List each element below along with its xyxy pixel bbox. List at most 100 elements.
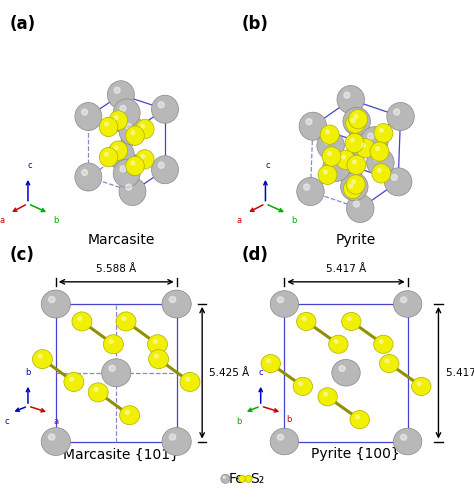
Circle shape <box>322 147 341 166</box>
Circle shape <box>336 150 355 169</box>
Circle shape <box>297 312 316 331</box>
Circle shape <box>120 166 126 172</box>
Circle shape <box>186 377 190 381</box>
Circle shape <box>348 109 368 129</box>
Circle shape <box>411 377 431 396</box>
Circle shape <box>70 377 73 381</box>
Circle shape <box>352 179 356 183</box>
Circle shape <box>345 134 364 153</box>
Circle shape <box>148 350 169 368</box>
Circle shape <box>169 296 176 302</box>
Circle shape <box>337 86 365 113</box>
Circle shape <box>368 133 374 139</box>
Circle shape <box>347 317 351 321</box>
Circle shape <box>341 157 347 163</box>
Circle shape <box>344 92 350 98</box>
Circle shape <box>329 160 336 166</box>
Circle shape <box>351 138 355 142</box>
Circle shape <box>126 123 132 130</box>
Circle shape <box>372 164 391 183</box>
Circle shape <box>387 102 414 131</box>
Circle shape <box>328 152 331 155</box>
Circle shape <box>393 291 422 318</box>
Circle shape <box>401 434 407 440</box>
Circle shape <box>261 354 281 372</box>
Text: c: c <box>258 368 263 377</box>
Circle shape <box>221 474 230 483</box>
Circle shape <box>346 114 365 133</box>
Circle shape <box>347 179 354 185</box>
Text: (d): (d) <box>242 246 269 265</box>
Circle shape <box>393 428 422 455</box>
Circle shape <box>367 149 394 176</box>
Circle shape <box>277 434 283 440</box>
Circle shape <box>362 143 365 147</box>
Text: (b): (b) <box>242 15 269 33</box>
Circle shape <box>342 155 346 159</box>
Circle shape <box>158 162 164 168</box>
Circle shape <box>116 312 136 331</box>
Circle shape <box>162 427 191 456</box>
Text: b: b <box>291 216 297 225</box>
Circle shape <box>361 127 388 155</box>
Circle shape <box>393 109 400 115</box>
Circle shape <box>324 392 328 396</box>
Circle shape <box>114 87 120 93</box>
Text: a: a <box>237 216 242 225</box>
Circle shape <box>109 365 115 371</box>
Text: a: a <box>53 417 58 426</box>
Circle shape <box>114 148 120 154</box>
Circle shape <box>119 406 140 425</box>
Circle shape <box>180 372 200 392</box>
Text: 5.417 Å: 5.417 Å <box>326 264 366 274</box>
Text: c: c <box>265 161 270 170</box>
Circle shape <box>105 122 109 126</box>
Circle shape <box>126 126 144 145</box>
Circle shape <box>223 476 225 478</box>
Circle shape <box>158 102 164 108</box>
Circle shape <box>342 312 361 331</box>
Text: S₂: S₂ <box>251 472 265 486</box>
Circle shape <box>120 105 126 111</box>
Circle shape <box>99 117 118 137</box>
Text: a: a <box>0 216 5 225</box>
Circle shape <box>141 124 145 128</box>
Circle shape <box>114 146 118 150</box>
Circle shape <box>126 156 144 175</box>
Circle shape <box>339 365 345 371</box>
Circle shape <box>136 150 154 169</box>
Circle shape <box>350 411 369 429</box>
Circle shape <box>356 136 362 142</box>
Circle shape <box>375 147 379 151</box>
Text: (c): (c) <box>9 246 34 265</box>
Circle shape <box>351 119 355 122</box>
Text: b: b <box>53 216 58 225</box>
Circle shape <box>317 132 344 160</box>
Circle shape <box>267 359 271 363</box>
Circle shape <box>354 114 358 118</box>
Circle shape <box>152 95 179 123</box>
Circle shape <box>153 340 157 343</box>
Circle shape <box>380 354 399 372</box>
Circle shape <box>384 168 412 196</box>
Circle shape <box>126 410 129 414</box>
Circle shape <box>353 160 356 164</box>
Circle shape <box>326 130 329 134</box>
Circle shape <box>131 131 135 135</box>
Circle shape <box>343 107 370 136</box>
Circle shape <box>48 434 55 440</box>
Text: (a): (a) <box>9 15 36 33</box>
Circle shape <box>169 434 176 440</box>
Circle shape <box>109 340 113 343</box>
Circle shape <box>126 184 132 190</box>
Text: b: b <box>286 415 292 424</box>
Circle shape <box>377 168 381 172</box>
Circle shape <box>108 81 134 109</box>
Circle shape <box>113 99 140 127</box>
Text: Pyrite: Pyrite <box>336 233 375 247</box>
Circle shape <box>141 155 145 158</box>
Text: 5.417 Å: 5.417 Å <box>446 368 474 378</box>
Circle shape <box>162 290 191 318</box>
Circle shape <box>328 335 348 353</box>
Circle shape <box>88 383 108 402</box>
